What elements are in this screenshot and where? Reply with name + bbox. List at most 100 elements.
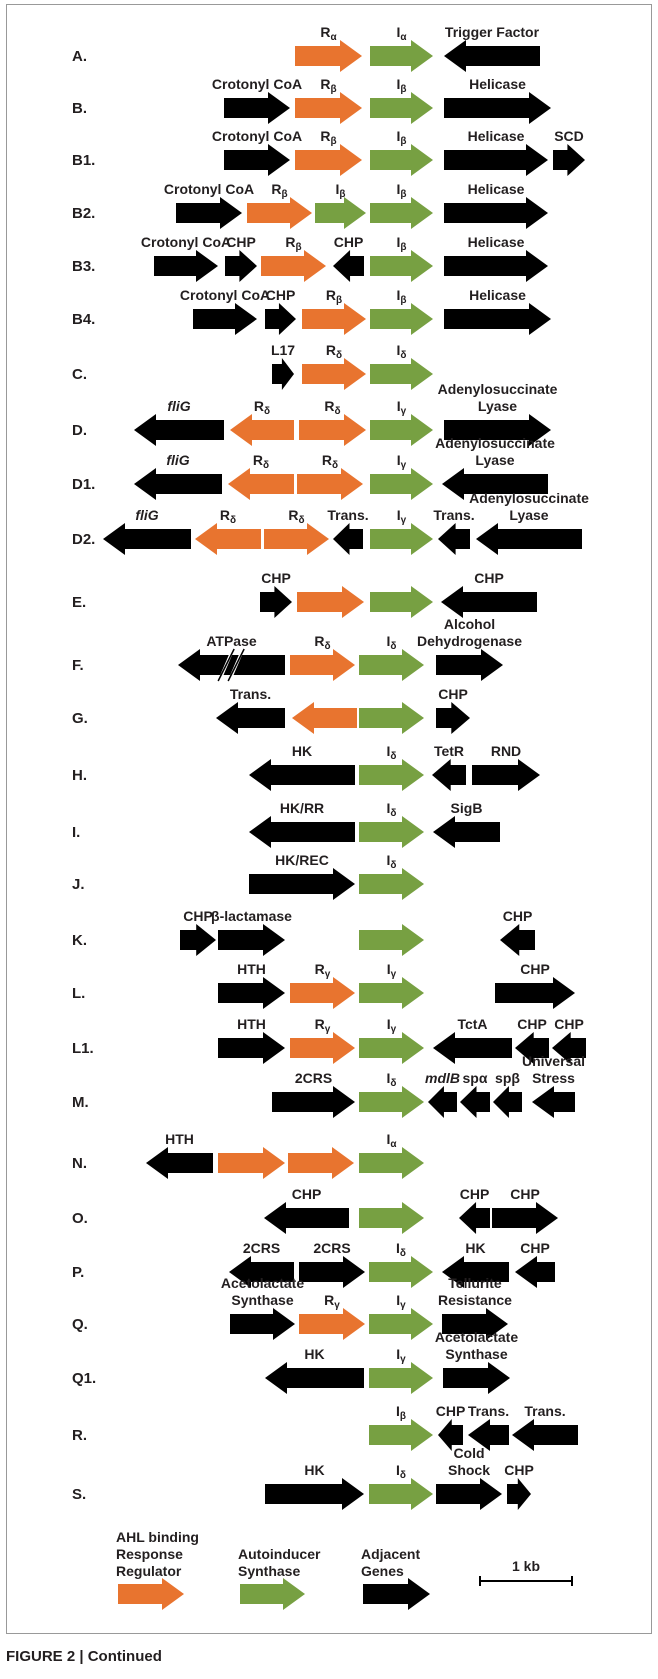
adjacent-gene-arrow [264, 1202, 349, 1234]
row-label: B4. [72, 311, 95, 328]
response-regulator-arrow [290, 1032, 355, 1064]
autoinducer-synthase-arrow [359, 1202, 424, 1234]
gene-label: mdlB [425, 1070, 460, 1086]
autoinducer-synthase-arrow [370, 40, 433, 72]
gene-label: Iα [386, 1131, 397, 1150]
adjacent-gene-arrow [134, 468, 222, 500]
gene-label: Crotonyl CoA [164, 181, 254, 197]
gene-row-g: G. Trans. CHP [72, 686, 470, 734]
response-regulator-arrow [247, 197, 312, 229]
gene-row-f: F. ATPase Rδ Iδ Alcohol Dehydrogenase [72, 616, 522, 682]
gene-label: Iδ [396, 1462, 406, 1481]
gene-label: Trans. [230, 686, 271, 702]
gene-label: Rδ [326, 342, 342, 361]
gene-label: Iβ [396, 1403, 406, 1422]
gene-label: Iβ [397, 181, 407, 200]
gene-label: L17 [271, 342, 295, 358]
gene-label: RND [491, 743, 521, 759]
autoinducer-synthase-arrow [359, 816, 424, 848]
autoinducer-synthase-arrow [359, 868, 424, 900]
gene-label: TctA [457, 1016, 487, 1032]
gene-label: Iδ [387, 743, 397, 762]
row-label: J. [72, 876, 85, 893]
response-regulator-arrow [292, 702, 357, 734]
row-label: B2. [72, 205, 95, 222]
gene-label: Crotonyl CoA [141, 234, 231, 250]
gene-label: fliG [166, 452, 189, 468]
gene-label: Iγ [396, 1346, 406, 1365]
autoinducer-synthase-arrow [359, 977, 424, 1009]
gene-label: fliG [135, 507, 158, 523]
gene-label: CHP [510, 1186, 540, 1202]
adjacent-gene-arrow [444, 303, 551, 335]
autoinducer-synthase-arrow [359, 702, 424, 734]
row-label: D2. [72, 531, 95, 548]
response-regulator-arrow [264, 523, 329, 555]
adjacent-gene-arrow [218, 1032, 285, 1064]
adjacent-gene-arrow [216, 702, 285, 734]
gene-label: HK [465, 1240, 485, 1256]
row-label: D1. [72, 476, 95, 493]
response-regulator-arrow [299, 1308, 365, 1340]
row-label: L1. [72, 1040, 94, 1057]
gene-label: CHP [292, 1186, 322, 1202]
gene-label: Rα [320, 24, 337, 43]
gene-label: CHP [554, 1016, 584, 1032]
adjacent-gene-arrow [532, 1086, 575, 1118]
gene-row-n: N. HTH Iα [72, 1131, 424, 1179]
gene-label: Crotonyl CoA [212, 76, 302, 92]
autoinducer-synthase-arrow [369, 1419, 433, 1451]
adjacent-gene-arrow [515, 1032, 549, 1064]
adjacent-gene-arrow [552, 1032, 586, 1064]
gene-row-b1: B1. Crotonyl CoA Rβ Iβ Helicase SCD [72, 128, 585, 176]
gene-label: Iδ [397, 342, 407, 361]
gene-row-s: S. HK Iδ Cold Shock CHP [72, 1445, 534, 1510]
gene-label: CHP [183, 908, 213, 924]
autoinducer-synthase-arrow [370, 414, 433, 446]
adjacent-gene-arrow [272, 358, 294, 390]
autoinducer-synthase-arrow [359, 1032, 424, 1064]
gene-label: HK [292, 743, 312, 759]
gene-label: Universal Stress [522, 1053, 585, 1086]
gene-label: Rγ [315, 1016, 331, 1035]
row-label: L. [72, 985, 85, 1002]
figure-frame [6, 4, 652, 1634]
response-regulator-arrow [295, 92, 362, 124]
response-regulator-arrow [195, 523, 261, 555]
row-label: R. [72, 1427, 87, 1444]
adjacent-gene-arrow [493, 1086, 522, 1118]
autoinducer-synthase-arrow [359, 1086, 424, 1118]
gene-label: Iδ [387, 800, 397, 819]
row-label: H. [72, 767, 87, 784]
gene-label: Rγ [315, 961, 331, 980]
gene-label: Helicase [469, 76, 526, 92]
adjacent-gene-arrow [333, 523, 363, 555]
autoinducer-synthase-arrow [369, 1256, 433, 1288]
adjacent-gene-arrow [436, 1478, 502, 1510]
gene-label: HK [304, 1346, 324, 1362]
adjacent-gene-arrow [436, 702, 470, 734]
gene-label: Trans. [433, 507, 474, 523]
adjacent-gene-arrow [444, 250, 548, 282]
gene-label: HK [304, 1462, 324, 1478]
row-label: B1. [72, 152, 95, 169]
autoinducer-synthase-arrow [359, 759, 424, 791]
gene-label: Rβ [285, 234, 301, 253]
gene-label: Cold Shock [448, 1445, 490, 1478]
gene-label: Adenylosuccinate Lyase [438, 381, 558, 414]
gene-label: Iβ [397, 234, 407, 253]
autoinducer-synthase-arrow [370, 197, 433, 229]
adjacent-gene-arrow [265, 1362, 364, 1394]
gene-row-a: A. Rα Iα Trigger Factor [72, 24, 540, 72]
autoinducer-synthase-arrow [370, 92, 433, 124]
gene-label: Rδ [324, 398, 340, 417]
gene-label: CHP [436, 1403, 466, 1419]
figure-caption: FIGURE 2 | Continued [6, 1648, 162, 1665]
adjacent-gene-arrow [444, 414, 551, 446]
gene-label: HK/REC [275, 852, 329, 868]
adjacent-gene-arrow [260, 586, 292, 618]
gene-label: Rβ [320, 128, 336, 147]
